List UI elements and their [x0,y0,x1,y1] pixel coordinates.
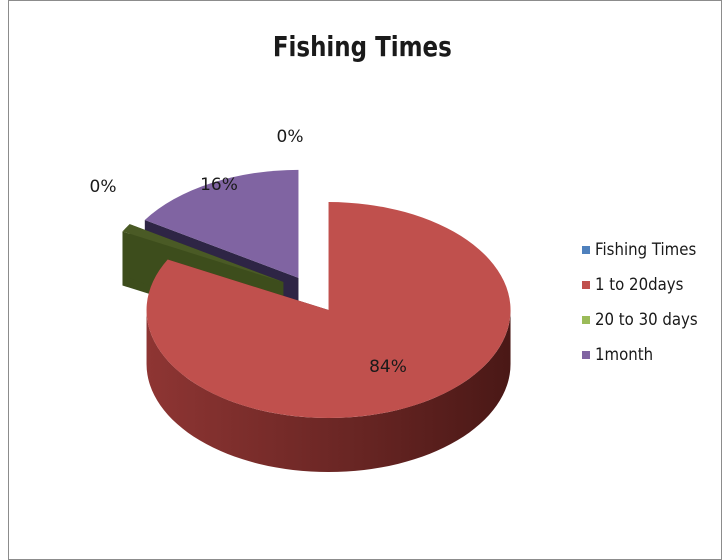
legend-item: 1 to 20days [582,267,712,302]
legend-item: 20 to 30 days [582,302,712,337]
data-label-3: 16% [200,175,238,195]
data-label-0: 0% [277,127,304,147]
pie-slice-1 [146,202,511,419]
legend-label: 1 to 20days [595,274,684,295]
data-label-2: 0% [90,177,117,197]
data-label-1: 84% [369,357,407,377]
legend-label: 20 to 30 days [595,309,698,330]
legend-label: 1month [595,344,654,365]
pie-slice-2 [122,224,284,283]
legend-swatch-2 [582,315,590,324]
slice-group-1 [146,202,511,473]
legend: Fishing Times 1 to 20days 20 to 30 days … [582,232,712,372]
legend-item: Fishing Times [582,232,712,267]
slice-side-1 [146,310,511,473]
legend-swatch-3 [582,350,590,359]
legend-swatch-0 [582,245,590,254]
legend-item: 1month [582,337,712,372]
legend-swatch-1 [582,280,590,289]
legend-label: Fishing Times [595,239,697,260]
chart-title: Fishing Times [272,30,452,63]
pie-chart: 0% 84% 0% 16% [90,127,511,473]
pie-slice-3 [144,169,299,278]
